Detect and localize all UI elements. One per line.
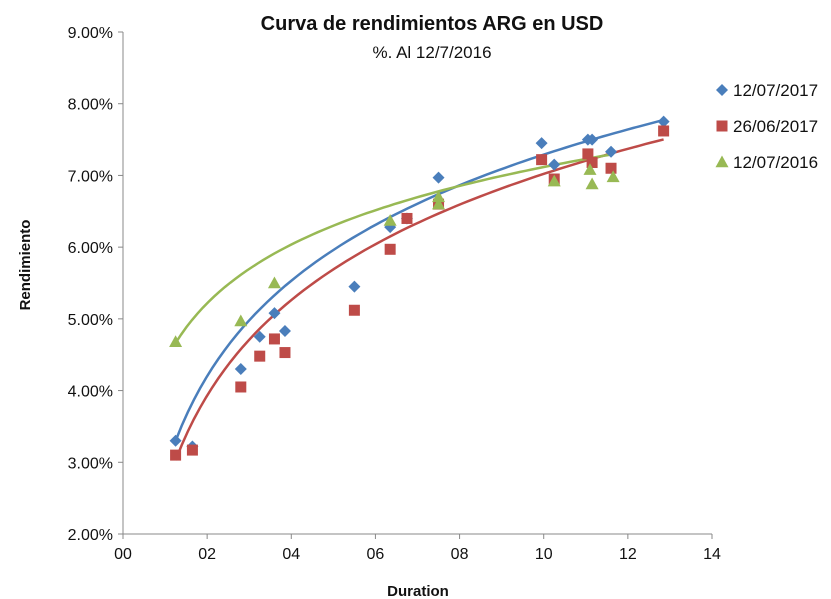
data-point-series-3 <box>169 335 183 348</box>
x-tick-label: 00 <box>114 546 132 563</box>
x-tick-label: 12 <box>619 546 637 563</box>
chart-title: Curva de rendimientos ARG en USD <box>261 13 604 35</box>
x-tick-label: 14 <box>703 546 721 563</box>
x-tick-label: 02 <box>198 546 216 563</box>
legend-label-1: 12/07/2017 <box>733 81 818 100</box>
y-axis-ticks: 2.00% 3.00% 4.00% 5.00% 6.00% 7.00% 8.00% 9.00% <box>68 25 123 544</box>
data-point-series-3 <box>234 314 248 327</box>
y-axis-label: Rendimiento <box>17 220 34 311</box>
y-tick-label: 6.00% <box>68 240 113 257</box>
legend-marker-2 <box>716 120 728 132</box>
y-tick-label: 5.00% <box>68 312 113 329</box>
data-markers <box>169 115 670 461</box>
x-axis-label: Duration <box>387 583 449 599</box>
data-point-series-3 <box>547 174 561 187</box>
data-point-series-1 <box>278 325 291 338</box>
x-tick-label: 10 <box>535 546 553 563</box>
data-point-series-2 <box>186 444 198 456</box>
data-point-series-1 <box>432 171 445 184</box>
trendline-series-2 <box>174 138 664 461</box>
data-point-series-2 <box>279 347 291 359</box>
legend: 12/07/2017 26/06/2017 12/07/2016 <box>715 81 818 172</box>
data-point-series-2 <box>401 212 413 224</box>
data-point-series-1 <box>253 330 266 343</box>
legend-marker-3 <box>715 155 729 168</box>
trendline-series-3 <box>174 152 614 344</box>
y-tick-label: 2.00% <box>68 527 113 544</box>
x-axis-ticks: 00 02 04 06 08 10 12 14 <box>114 534 721 563</box>
data-point-series-3 <box>383 214 397 226</box>
data-point-series-2 <box>582 148 594 160</box>
data-point-series-2 <box>536 154 548 166</box>
x-tick-label: 04 <box>282 546 300 563</box>
y-tick-label: 8.00% <box>68 97 113 114</box>
data-point-series-1 <box>657 115 670 128</box>
data-point-series-1 <box>535 137 548 150</box>
data-point-series-3 <box>606 170 620 183</box>
legend-marker-1 <box>716 84 728 96</box>
data-point-series-3 <box>585 177 599 190</box>
x-tick-label: 06 <box>367 546 385 563</box>
legend-label-2: 26/06/2017 <box>733 117 818 136</box>
chart-subtitle: %. Al 12/7/2016 <box>372 43 491 62</box>
x-tick-label: 08 <box>451 546 469 563</box>
data-point-series-3 <box>583 163 597 175</box>
data-point-series-2 <box>658 125 670 137</box>
trend-lines <box>174 118 664 461</box>
data-point-series-2 <box>348 304 360 316</box>
y-tick-label: 9.00% <box>68 25 113 42</box>
data-point-series-1 <box>548 158 561 171</box>
data-point-series-1 <box>234 363 247 376</box>
data-point-series-2 <box>254 350 266 362</box>
data-point-series-1 <box>169 434 182 447</box>
trendline-series-1 <box>174 118 664 442</box>
data-point-series-3 <box>432 190 446 203</box>
data-point-series-3 <box>267 276 281 289</box>
legend-label-3: 12/07/2016 <box>733 153 818 172</box>
y-tick-label: 7.00% <box>68 168 113 185</box>
data-point-series-2 <box>586 157 598 169</box>
data-point-series-1 <box>348 280 361 293</box>
y-tick-label: 4.00% <box>68 384 113 401</box>
data-point-series-2 <box>384 243 396 255</box>
data-point-series-1 <box>586 133 599 146</box>
data-point-series-2 <box>235 381 247 393</box>
data-point-series-2 <box>170 449 182 461</box>
data-point-series-2 <box>605 162 617 174</box>
data-point-series-3 <box>432 197 446 210</box>
y-tick-label: 3.00% <box>68 455 113 472</box>
data-point-series-2 <box>268 333 280 345</box>
data-point-series-1 <box>605 145 618 158</box>
data-point-series-1 <box>268 307 281 320</box>
